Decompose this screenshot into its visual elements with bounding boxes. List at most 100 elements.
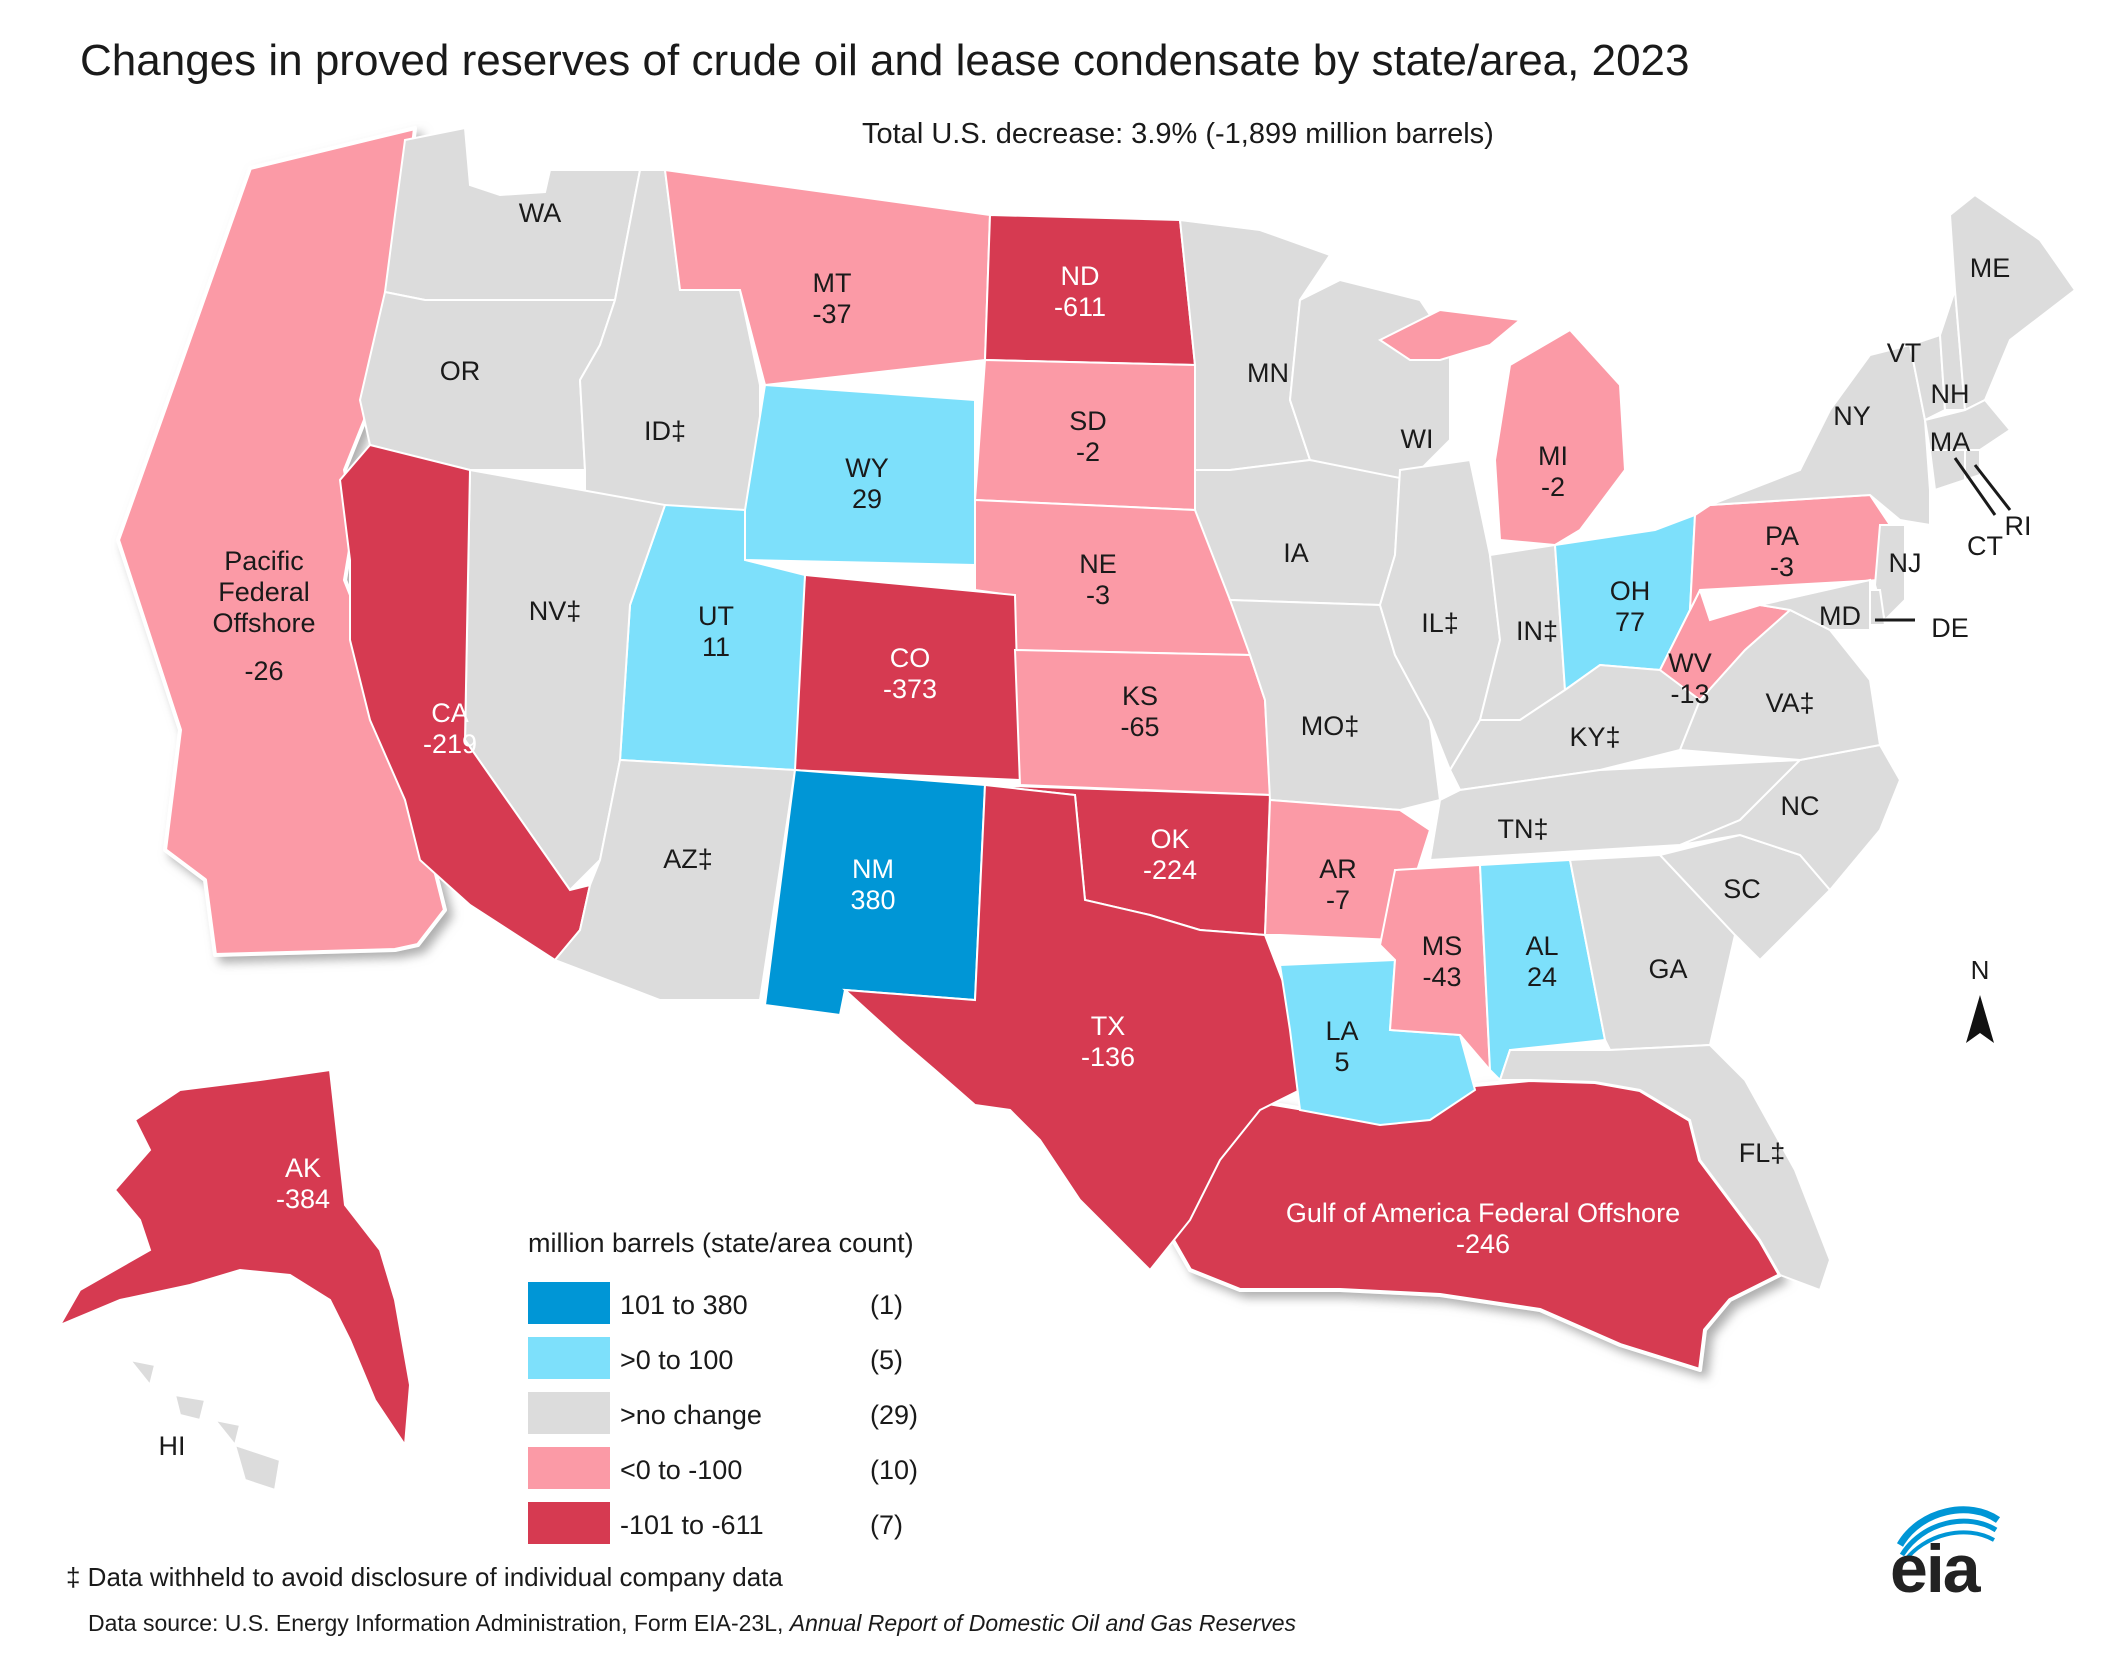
region-name: AL	[1525, 931, 1558, 961]
label-OR: OR	[440, 356, 481, 386]
label-IL: IL‡	[1421, 608, 1459, 638]
region-name: KS	[1122, 681, 1158, 711]
label-ME: ME	[1970, 253, 2011, 283]
region-name: FL‡	[1739, 1138, 1786, 1168]
region-name: ME	[1970, 253, 2011, 283]
region-name: OH	[1610, 576, 1651, 606]
region-name: RI	[2005, 511, 2032, 541]
label-OH: OH 77	[1610, 576, 1651, 637]
label-OK: OK -224	[1143, 824, 1197, 885]
region-name: GA	[1648, 954, 1687, 984]
label-NY: NY	[1833, 401, 1871, 431]
legend-swatch	[528, 1337, 610, 1379]
state-WY	[744, 383, 976, 567]
label-CA: CA -219	[423, 698, 477, 759]
region-value: -7	[1326, 885, 1350, 915]
label-IN: IN‡	[1516, 616, 1558, 646]
region-name: UT	[698, 601, 734, 631]
region-name: PA	[1765, 521, 1799, 551]
region-value: -611	[1054, 292, 1106, 322]
region-name: DE	[1931, 613, 1969, 643]
label-MN: MN	[1247, 358, 1289, 388]
region-value: -2	[1076, 437, 1100, 467]
label-AL: AL 24	[1525, 931, 1558, 992]
label-MT: MT -37	[812, 268, 851, 329]
region-value: -373	[883, 674, 937, 704]
label-WA: WA	[519, 198, 562, 228]
region-value: -13	[1670, 679, 1709, 709]
label-NC: NC	[1781, 791, 1820, 821]
label-NM: NM 380	[850, 854, 895, 915]
label-NE: NE -3	[1079, 549, 1117, 610]
label-UT: UT 11	[698, 601, 734, 662]
state-WA	[383, 126, 642, 301]
state-NJ	[1873, 524, 1906, 622]
region-value: -3	[1770, 552, 1794, 582]
north-label: N	[1971, 955, 1990, 985]
region-name: TN‡	[1497, 814, 1548, 844]
label-MS: MS -43	[1422, 931, 1463, 992]
region-name: NM	[852, 854, 894, 884]
region-name: Pacific	[224, 546, 304, 576]
label-WI: WI	[1401, 424, 1434, 454]
label-AR: AR -7	[1319, 854, 1357, 915]
region-name: SD	[1069, 406, 1107, 436]
footnote: ‡ Data withheld to avoid disclosure of i…	[66, 1562, 783, 1592]
region-name: MO‡	[1301, 711, 1360, 741]
state-MI	[1378, 308, 1627, 547]
region-name: MT	[813, 268, 852, 298]
region-value: 77	[1615, 607, 1645, 637]
region-name: AK	[285, 1153, 321, 1183]
label-AZ: AZ‡	[663, 844, 713, 874]
leader-line-ma	[1953, 457, 1997, 516]
data-source-text: Data source: U.S. Energy Information Adm…	[88, 1610, 790, 1636]
region-name: IN‡	[1516, 616, 1558, 646]
region-value: -2	[1541, 472, 1565, 502]
region-name: ND	[1061, 261, 1100, 291]
legend-item: >no change (29)	[528, 1392, 948, 1436]
region-name: IA	[1283, 538, 1309, 568]
region-name: IL‡	[1421, 608, 1459, 638]
region-name: WY	[845, 453, 889, 483]
region-name: NE	[1079, 549, 1117, 579]
region-name: ID‡	[644, 416, 686, 446]
region-name: MI	[1538, 441, 1568, 471]
label-WV: WV -13	[1668, 648, 1712, 709]
label-NJ: NJ	[1889, 548, 1922, 578]
region-name: SC	[1723, 874, 1761, 904]
leader-lines	[1875, 457, 2012, 622]
region-name: WI	[1401, 424, 1434, 454]
legend-label: >no change	[620, 1400, 762, 1430]
region-name: AR	[1319, 854, 1357, 884]
label-NH: NH	[1931, 379, 1970, 409]
state-HI	[127, 1358, 282, 1492]
legend-swatch	[528, 1282, 610, 1324]
label-FL: FL‡	[1739, 1138, 1786, 1168]
label-ID: ID‡	[644, 416, 686, 446]
label-MI: MI -2	[1538, 441, 1568, 502]
legend-item: >0 to 100 (5)	[528, 1337, 948, 1381]
label-VT: VT	[1887, 338, 1922, 368]
legend-swatch	[528, 1392, 610, 1434]
legend-count: (5)	[870, 1345, 903, 1375]
region-name: Offshore	[212, 608, 315, 638]
label-TX: TX -136	[1081, 1011, 1135, 1072]
state-MD	[1759, 578, 1871, 631]
state-ME	[1948, 193, 2077, 412]
region-name: CT	[1967, 531, 2003, 561]
region-name: MN	[1247, 358, 1289, 388]
state-IA	[1194, 458, 1402, 607]
legend-count: (29)	[870, 1400, 919, 1430]
region-name: CO	[890, 643, 931, 673]
label-RI: RI	[2005, 511, 2032, 541]
region-name: HI	[159, 1431, 186, 1461]
region-value: 24	[1527, 962, 1557, 992]
region-name: KY‡	[1569, 722, 1620, 752]
region-value: -219	[423, 729, 477, 759]
region-value: -224	[1143, 855, 1197, 885]
map-title: Changes in proved reserves of crude oil …	[80, 36, 1690, 85]
eia-logo	[1896, 1506, 2000, 1564]
region-name: VA‡	[1765, 688, 1814, 718]
legend-swatch	[528, 1502, 610, 1544]
legend-label: <0 to -100	[620, 1455, 743, 1485]
